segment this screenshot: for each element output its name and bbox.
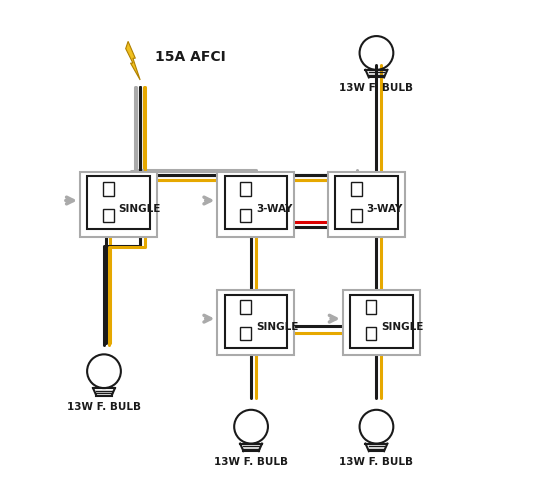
Bar — [366, 327, 376, 341]
Text: 15A AFCI: 15A AFCI — [155, 50, 225, 64]
Bar — [217, 172, 295, 237]
Bar — [240, 327, 251, 341]
Polygon shape — [125, 42, 140, 81]
Bar — [225, 177, 287, 230]
Text: SINGLE: SINGLE — [381, 321, 424, 331]
Bar — [351, 209, 362, 223]
Bar — [240, 183, 251, 197]
Bar — [350, 295, 413, 348]
Bar — [103, 183, 114, 197]
Text: 13W F. BULB: 13W F. BULB — [339, 83, 413, 93]
Bar — [366, 301, 376, 314]
Bar — [80, 172, 157, 237]
Text: 3-WAY: 3-WAY — [367, 203, 403, 213]
Bar — [328, 172, 405, 237]
Text: 13W F. BULB: 13W F. BULB — [67, 401, 141, 411]
Bar — [217, 290, 295, 355]
Bar — [240, 301, 251, 314]
Bar — [103, 209, 114, 223]
Bar — [240, 209, 251, 223]
Text: SINGLE: SINGLE — [119, 203, 161, 213]
Text: 3-WAY: 3-WAY — [256, 203, 292, 213]
Bar — [351, 183, 362, 197]
Bar — [343, 290, 420, 355]
Text: 13W F. BULB: 13W F. BULB — [214, 456, 288, 466]
Text: 13W F. BULB: 13W F. BULB — [339, 456, 413, 466]
Bar — [335, 177, 398, 230]
Bar — [87, 177, 150, 230]
Bar — [225, 295, 287, 348]
Text: SINGLE: SINGLE — [256, 321, 298, 331]
